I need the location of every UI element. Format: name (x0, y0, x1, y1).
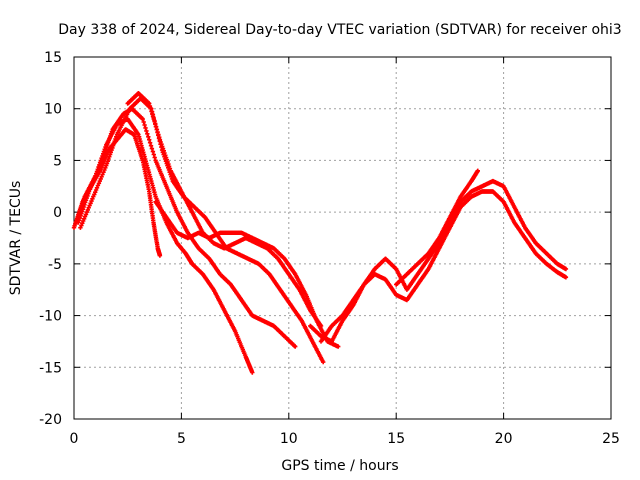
series-track-3 (76, 106, 298, 349)
series-track-6 (125, 91, 324, 329)
data-point (92, 176, 97, 181)
data-point (336, 344, 341, 349)
series-track-7 (318, 178, 569, 344)
data-point (143, 125, 148, 131)
y-tick-label: -20 (39, 412, 62, 428)
data-point (150, 149, 156, 154)
data-point (563, 275, 569, 280)
plot-frame (73, 56, 612, 420)
data-layer (71, 91, 569, 375)
data-point (97, 162, 103, 168)
data-point (563, 266, 569, 272)
x-axis-label: GPS time / hours (281, 458, 398, 474)
data-point (152, 155, 157, 160)
data-point (293, 344, 298, 349)
data-point (321, 359, 326, 365)
data-point (78, 225, 83, 230)
y-tick-label: 5 (53, 153, 62, 169)
data-point (157, 253, 163, 258)
data-point (147, 140, 153, 145)
data-point (83, 212, 89, 217)
data-point (94, 185, 100, 190)
data-point (146, 134, 151, 139)
y-tick-label: 10 (44, 102, 62, 118)
axis-ticks: 0 5 10 15 20 25 -20 -15 -10 -5 0 5 10 15 (39, 50, 620, 447)
data-point (144, 128, 149, 134)
data-point (475, 168, 480, 173)
data-point (100, 172, 105, 177)
y-tick-label: -15 (39, 360, 62, 376)
y-tick-label: -5 (48, 257, 62, 273)
data-point (141, 119, 146, 125)
series-track-8 (308, 189, 569, 344)
data-point (318, 323, 324, 329)
x-tick-label: 20 (495, 431, 513, 447)
y-axis-label: SDTVAR / TECUs (8, 181, 24, 296)
x-tick-label: 0 (70, 431, 79, 447)
data-point (250, 370, 255, 375)
data-point (151, 152, 156, 157)
y-tick-label: 15 (44, 50, 62, 66)
data-point (89, 198, 94, 204)
data-point (147, 137, 152, 142)
chart-title: Day 338 of 2024, Sidereal Day-to-day VTE… (58, 22, 621, 38)
x-tick-label: 5 (177, 431, 186, 447)
data-point (148, 143, 154, 148)
data-point (145, 131, 150, 136)
series-track-9 (394, 168, 480, 287)
data-point (140, 116, 145, 122)
data-point (86, 189, 92, 194)
y-tick-label: -10 (39, 309, 62, 325)
data-point (142, 122, 147, 128)
x-tick-label: 10 (280, 431, 298, 447)
x-tick-label: 15 (387, 431, 405, 447)
x-tick-label: 25 (602, 431, 620, 447)
y-tick-label: 0 (53, 205, 62, 221)
data-point (149, 146, 155, 151)
grid (74, 57, 611, 419)
